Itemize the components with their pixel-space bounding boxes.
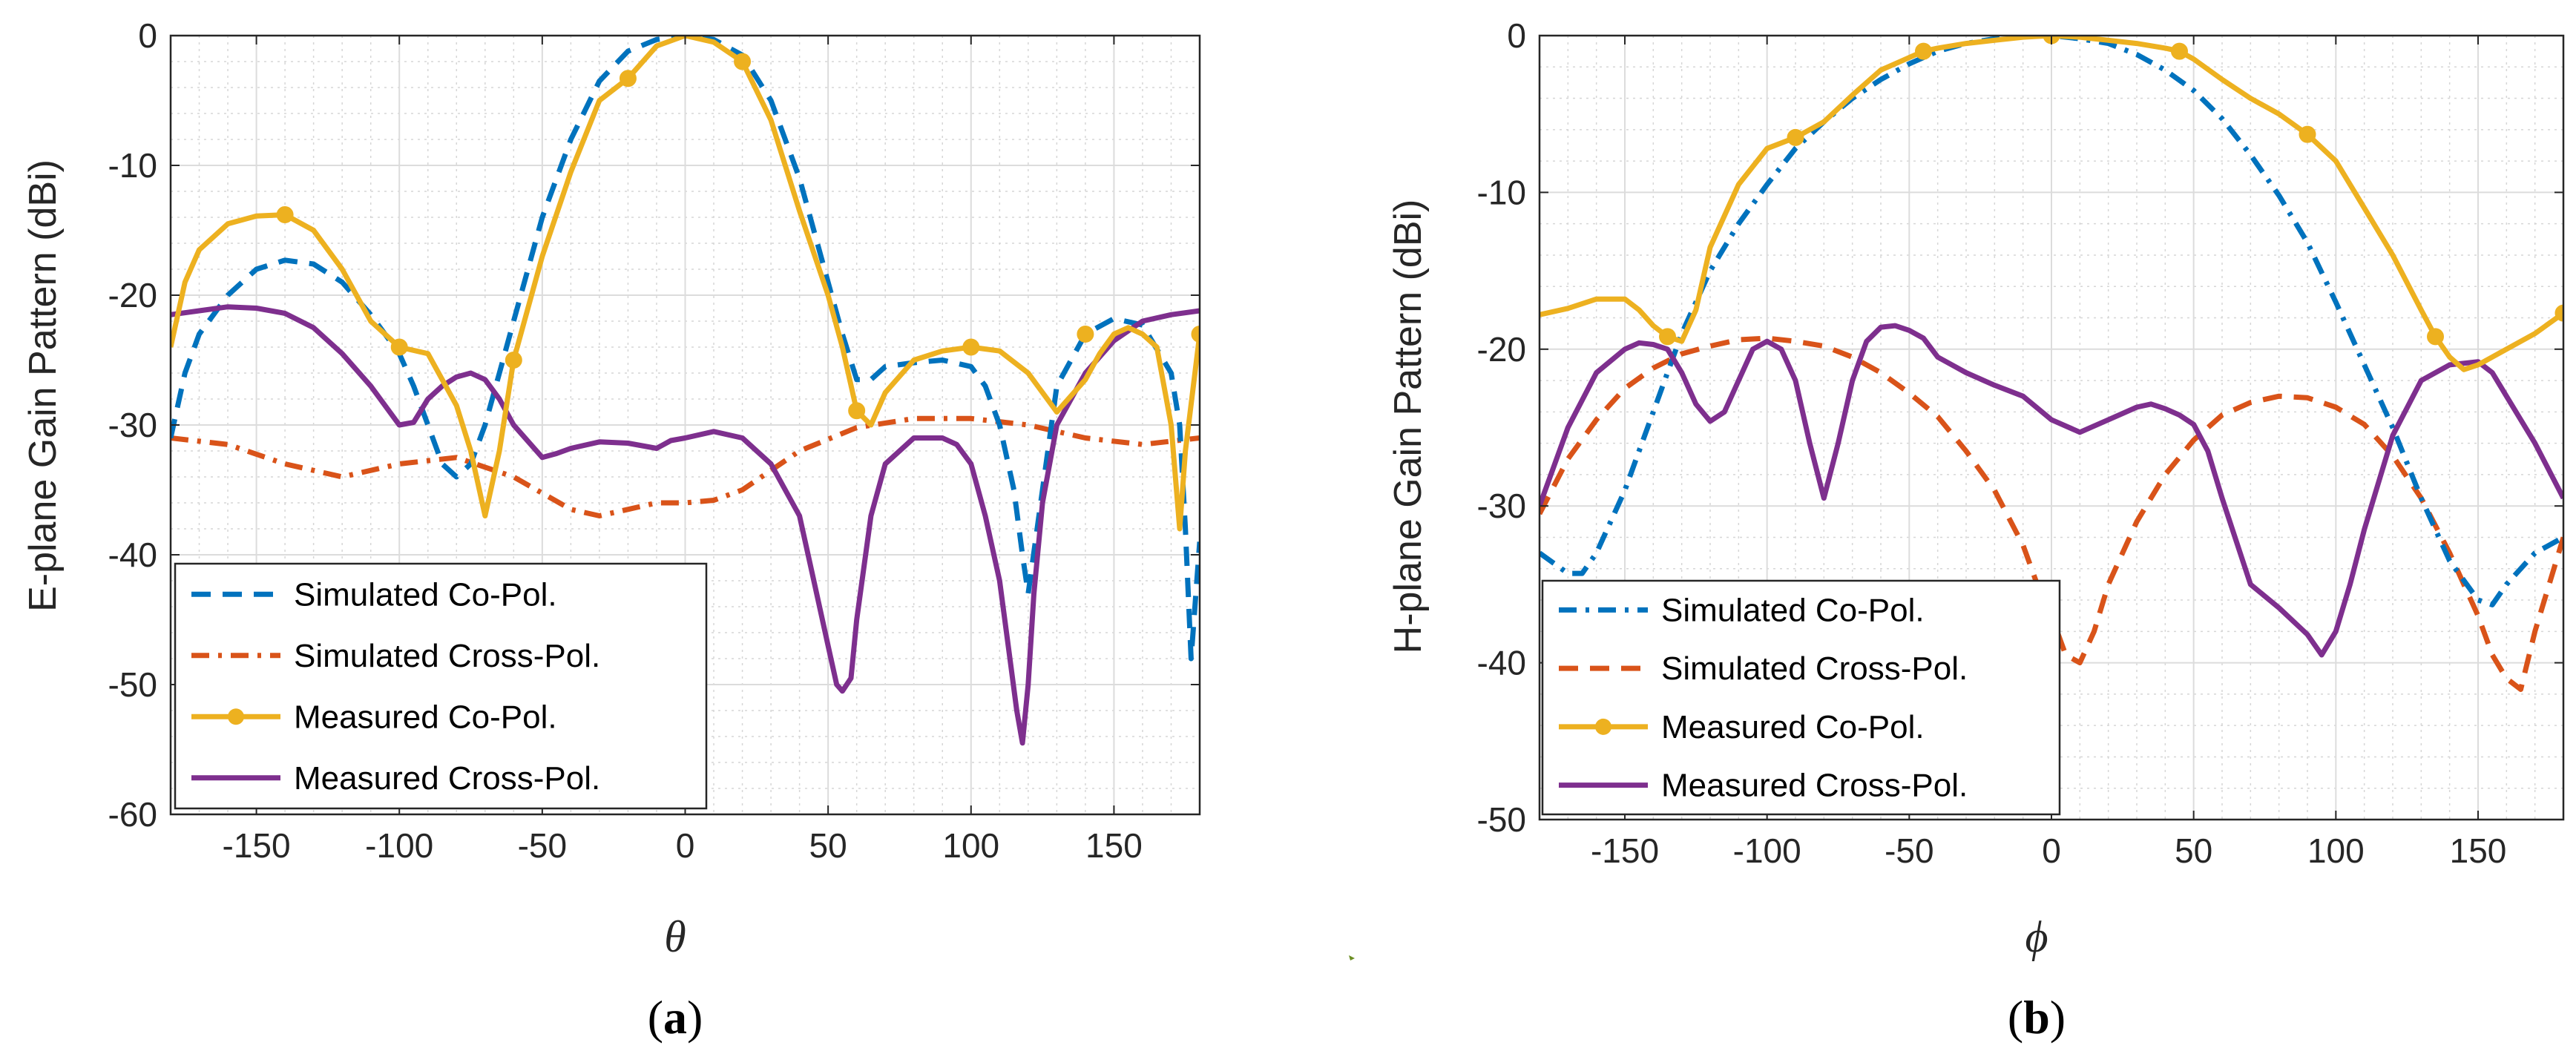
x-tick-label: -150 [223,826,291,865]
series-line-simulated-cross-pol [1540,335,2563,692]
x-tick-label: -100 [365,826,433,865]
data-marker [619,70,637,88]
legend-label: Measured Cross-Pol. [1661,768,1968,804]
x-tick-label: 0 [2042,831,2061,870]
y-tick-label: -10 [1477,173,1526,211]
caption-b-open: ( [2008,991,2023,1044]
x-axis-label-b: ϕ [2025,912,2048,961]
legend-label: Measured Co-Pol. [294,699,557,735]
x-tick-label: 150 [2450,831,2507,870]
panel-b: -150 -100 -50 0 50 100 150 0 -10 -20 -30 -40 -50 H-p… [1387,16,2565,1044]
y-tick-label: -50 [1477,800,1526,839]
y-tick-label: 0 [138,16,157,55]
ticks-b: -150 -100 -50 0 50 100 150 0 -10 -20 -30 -40 -50 [1477,16,2563,870]
legend-label: Measured Cross-Pol. [294,760,600,797]
series-line-measured-cross-pol [1540,323,2563,658]
x-axis-label-a: θ [664,912,686,961]
series-line-measured-cross-pol [171,304,1200,746]
legend-box [1541,579,2061,816]
legend-label: Simulated Cross-Pol. [294,638,600,674]
legend-label: Simulated Cross-Pol. [1661,650,1968,687]
caption-a-open: ( [648,991,663,1044]
y-tick-label: -20 [108,276,157,314]
x-tick-label: -100 [1733,831,1801,870]
legend-label: Measured Co-Pol. [1661,709,1925,745]
data-marker [848,402,866,420]
caption-b-letter: b [2023,991,2050,1044]
data-marker [2299,125,2316,143]
y-tick-label: -40 [108,535,157,574]
y-axis-label-a: E-plane Gain Pattern (dBi) [22,159,65,612]
data-marker [734,53,752,70]
caption-a-close: ) [687,991,703,1044]
x-tick-label: 100 [2307,831,2365,870]
data-marker [2171,42,2188,60]
legend-label: Simulated Co-Pol. [1661,592,1925,628]
data-marker [2554,304,2563,322]
caption-b-close: ) [2050,991,2066,1044]
x-tick-label: 150 [1085,826,1143,865]
plot-area-a [171,36,1200,746]
series-line-simulated-co-pol [1540,36,2563,607]
data-marker [1077,326,1094,343]
caption-a-letter: a [663,991,687,1044]
legend-label: Simulated Co-Pol. [294,576,557,613]
x-tick-label: -50 [518,826,567,865]
y-tick-label: -30 [108,406,157,444]
legend-box [174,562,708,810]
x-tick-label: 100 [942,826,999,865]
y-tick-label: -20 [1477,330,1526,369]
data-marker [390,338,408,356]
y-axis-label-b: H-plane Gain Pattern (dBi) [1387,200,1430,654]
caption-b: (b) [2008,991,2066,1044]
legend-marker [228,708,244,725]
y-tick-label: -10 [108,146,157,185]
data-marker [2427,328,2444,346]
data-marker [276,206,294,223]
caption-a: (a) [648,991,703,1044]
data-marker [1915,42,1932,60]
ticks-a: -150 -100 -50 0 50 100 150 0 -10 -20 -30 -40 -50 -60 [108,16,1200,865]
legend-a: Simulated Co-Pol. Simulated Cross-Pol. Mea… [174,562,708,810]
data-marker [505,352,522,369]
legend-marker [1595,718,1611,735]
x-tick-label: -150 [1591,831,1659,870]
x-tick-label: -50 [1885,831,1933,870]
y-tick-label: -30 [1477,487,1526,525]
stray-mark [1349,955,1355,960]
panel-a: -150 -100 -50 0 50 100 1500-10-20-30-40-50-60 … [22,16,1201,1044]
data-marker [1787,128,1804,146]
data-marker [1191,326,1200,343]
x-tick-label: 50 [809,826,847,865]
data-marker [962,338,980,356]
legend-b: Simulated Co-Pol. Simulated Cross-Pol. Mea… [1541,579,2061,816]
y-tick-label: -40 [1477,644,1526,682]
x-tick-label: 50 [2175,831,2212,870]
y-tick-label: -50 [108,665,157,704]
y-tick-label: 0 [1507,16,1526,55]
y-tick-label: -60 [108,795,157,834]
data-marker [1659,328,1676,346]
x-tick-label: 0 [676,826,695,865]
